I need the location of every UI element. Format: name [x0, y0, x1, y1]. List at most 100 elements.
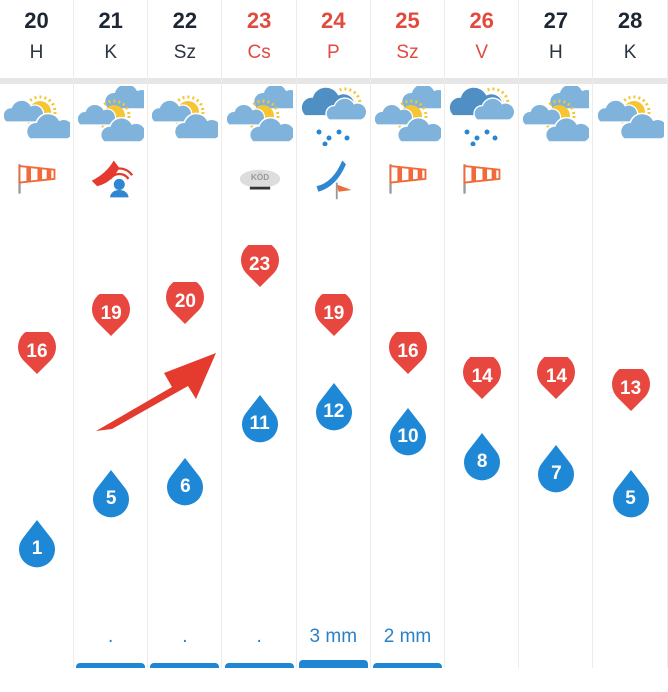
rain-icon — [300, 86, 367, 146]
max-temp-pin: 23 — [223, 240, 297, 305]
precipitation-bar — [224, 663, 294, 668]
day-date: 23 — [246, 8, 272, 33]
min-temp-marker — [167, 457, 204, 505]
max-temp-pin: 13 — [594, 365, 668, 429]
min-temp-drop: 8 — [445, 421, 519, 481]
day-column[interactable]: 24 P 19 12 3 mm — [297, 0, 371, 668]
max-temp-pin: 16 — [0, 327, 74, 392]
day-of-week: P — [326, 42, 340, 63]
min-temp: 10 — [397, 425, 419, 447]
max-temp: 19 — [100, 303, 122, 325]
day-of-week: Sz — [173, 42, 196, 63]
max-temp: 16 — [26, 340, 48, 362]
day-of-week: K — [623, 42, 637, 63]
day-date: 27 — [543, 8, 569, 33]
max-temp: 14 — [471, 365, 493, 387]
day-column[interactable]: 25 Sz 16 10 2 mm — [371, 0, 445, 668]
windsock-icon — [389, 164, 427, 194]
precipitation: 3 mm — [309, 626, 358, 647]
precipitation-bar — [373, 663, 442, 668]
max-temp: 13 — [620, 378, 642, 400]
day-date: 22 — [172, 8, 198, 33]
partly-cloudy-icon — [4, 95, 70, 140]
max-temp-marker — [92, 290, 131, 337]
day-date: 28 — [617, 8, 643, 33]
min-temp-marker — [612, 470, 649, 518]
max-temp-marker — [463, 352, 502, 399]
min-temp: 6 — [180, 475, 191, 497]
fog-label: KÖD — [250, 172, 268, 182]
day-of-week: K — [104, 42, 118, 63]
day-date: 20 — [24, 8, 49, 33]
min-temp-marker — [19, 520, 56, 568]
max-temp-pin: 14 — [519, 352, 593, 417]
min-temp: 11 — [249, 413, 270, 434]
precipitation-bar — [76, 663, 146, 668]
min-temp-marker — [241, 395, 278, 443]
min-temp: 8 — [476, 450, 488, 472]
max-temp-marker — [537, 352, 576, 399]
day-column[interactable]: 22 Sz 20 6. — [148, 0, 223, 668]
min-temp: 5 — [625, 488, 636, 509]
max-temp-pin: 16 — [371, 327, 445, 392]
min-temp-drop: 12 — [297, 371, 371, 431]
min-temp-drop: 1 — [0, 508, 74, 568]
min-temp: 7 — [551, 463, 562, 484]
precipitation: . — [256, 626, 262, 647]
max-temp-marker — [389, 327, 427, 374]
header-divider — [0, 78, 668, 84]
day-date: 26 — [469, 8, 494, 33]
max-temp-pin: 19 — [74, 290, 148, 354]
precipitation: 2 mm — [383, 626, 432, 647]
day-column[interactable]: 21 K 19 5. — [74, 0, 149, 668]
min-temp: 12 — [323, 400, 345, 422]
max-temp-marker — [240, 240, 279, 287]
mostly-cloudy-icon — [375, 86, 441, 143]
min-temp-marker — [315, 382, 352, 430]
max-temp-pin: 20 — [148, 278, 222, 342]
weather-front-warning-icon — [91, 160, 134, 198]
partly-cloudy-icon — [597, 95, 664, 140]
min-temp-drop: 6 — [148, 446, 222, 506]
day-of-week: H — [549, 42, 563, 63]
day-of-week: Sz — [396, 42, 419, 63]
precipitation-bar — [298, 660, 368, 668]
day-date: 21 — [98, 8, 123, 33]
precipitation-bar — [150, 663, 220, 668]
day-of-week: V — [475, 42, 489, 63]
day-date: 25 — [395, 8, 420, 33]
rain-icon — [449, 86, 516, 146]
max-temp-marker — [166, 278, 205, 324]
windsock-icon — [18, 164, 56, 194]
max-temp: 16 — [397, 340, 419, 362]
day-column[interactable]: 28 K 13 5 — [594, 0, 668, 668]
fog-icon: KÖD — [239, 169, 280, 190]
max-temp-marker — [17, 327, 56, 374]
day-column[interactable]: 26 V 14 8 — [445, 0, 520, 668]
min-temp-marker — [464, 432, 501, 480]
max-temp: 19 — [323, 303, 345, 325]
min-temp-marker — [390, 407, 426, 455]
min-temp-drop: 7 — [519, 433, 593, 493]
min-temp-drop: 11 — [223, 383, 297, 443]
windsock-icon — [463, 164, 501, 194]
cold-front-icon — [316, 160, 352, 200]
partly-cloudy-icon — [152, 95, 219, 140]
mostly-cloudy-icon — [523, 86, 590, 143]
day-column[interactable]: 27 H 14 7 — [519, 0, 594, 668]
min-temp-marker — [538, 445, 575, 493]
min-temp-drop: 5 — [74, 458, 148, 518]
max-temp-marker — [611, 365, 650, 412]
min-temp-drop: 10 — [371, 396, 445, 456]
day-column[interactable]: 20 H 16 1 — [0, 0, 74, 668]
mostly-cloudy-icon — [226, 86, 293, 143]
day-column[interactable]: 23 Cs KÖD 23 11. — [223, 0, 297, 668]
min-temp: 5 — [105, 488, 117, 509]
max-temp-pin: 19 — [297, 290, 371, 354]
precipitation: . — [182, 626, 188, 647]
min-temp-marker — [93, 470, 130, 518]
max-temp: 23 — [249, 253, 271, 275]
max-temp: 20 — [174, 291, 196, 312]
